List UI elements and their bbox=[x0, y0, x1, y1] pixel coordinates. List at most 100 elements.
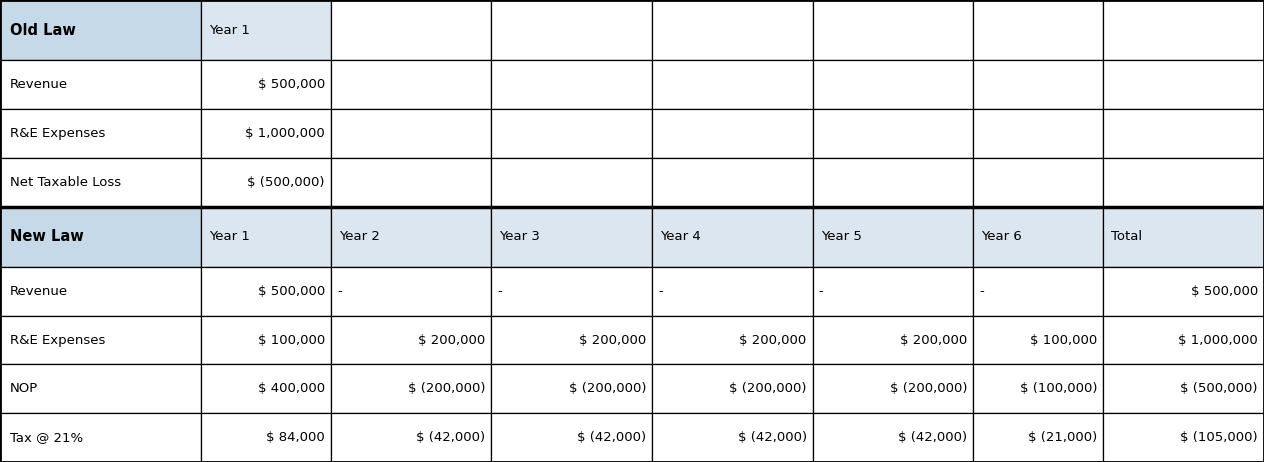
Text: Old Law: Old Law bbox=[10, 23, 76, 38]
Bar bbox=[973, 413, 1103, 462]
Bar bbox=[492, 207, 652, 267]
Bar bbox=[201, 158, 331, 207]
Bar bbox=[201, 267, 331, 316]
Bar bbox=[652, 61, 813, 109]
Text: $ (42,000): $ (42,000) bbox=[576, 431, 646, 444]
Bar bbox=[1103, 413, 1264, 462]
Bar bbox=[0, 207, 201, 267]
Text: $ 84,000: $ 84,000 bbox=[267, 431, 325, 444]
Text: $ 100,000: $ 100,000 bbox=[258, 334, 325, 346]
Bar bbox=[201, 207, 331, 267]
Text: $ (200,000): $ (200,000) bbox=[890, 383, 967, 395]
Text: $ 200,000: $ 200,000 bbox=[900, 334, 967, 346]
Text: Year 2: Year 2 bbox=[339, 230, 379, 243]
Bar bbox=[201, 61, 331, 109]
Bar bbox=[331, 109, 492, 158]
Text: $ 100,000: $ 100,000 bbox=[1030, 334, 1097, 346]
Text: Revenue: Revenue bbox=[10, 78, 68, 91]
Bar bbox=[201, 0, 331, 61]
Bar bbox=[973, 61, 1103, 109]
Bar bbox=[813, 365, 973, 413]
Bar bbox=[331, 61, 492, 109]
Bar bbox=[973, 207, 1103, 267]
Bar bbox=[813, 0, 973, 61]
Bar bbox=[1103, 365, 1264, 413]
Text: $ 200,000: $ 200,000 bbox=[418, 334, 485, 346]
Bar bbox=[201, 316, 331, 365]
Bar bbox=[0, 158, 201, 207]
Text: Year 5: Year 5 bbox=[820, 230, 862, 243]
Text: -: - bbox=[819, 285, 823, 298]
Text: Year 6: Year 6 bbox=[981, 230, 1023, 243]
Text: $ (105,000): $ (105,000) bbox=[1181, 431, 1258, 444]
Text: $ (500,000): $ (500,000) bbox=[248, 176, 325, 189]
Bar bbox=[201, 109, 331, 158]
Text: $ (100,000): $ (100,000) bbox=[1020, 383, 1097, 395]
Bar bbox=[1103, 207, 1264, 267]
Bar bbox=[0, 316, 201, 365]
Bar bbox=[492, 158, 652, 207]
Bar bbox=[652, 0, 813, 61]
Bar bbox=[0, 413, 201, 462]
Bar bbox=[813, 158, 973, 207]
Bar bbox=[652, 267, 813, 316]
Bar bbox=[0, 61, 201, 109]
Bar bbox=[331, 0, 492, 61]
Text: -: - bbox=[980, 285, 983, 298]
Bar bbox=[973, 158, 1103, 207]
Text: Revenue: Revenue bbox=[10, 285, 68, 298]
Text: Year 3: Year 3 bbox=[499, 230, 541, 243]
Bar bbox=[973, 109, 1103, 158]
Text: $ 1,000,000: $ 1,000,000 bbox=[245, 127, 325, 140]
Bar bbox=[492, 0, 652, 61]
Bar bbox=[1103, 61, 1264, 109]
Text: $ 1,000,000: $ 1,000,000 bbox=[1178, 334, 1258, 346]
Bar bbox=[652, 316, 813, 365]
Bar bbox=[1103, 267, 1264, 316]
Bar bbox=[652, 158, 813, 207]
Bar bbox=[813, 413, 973, 462]
Bar bbox=[1103, 158, 1264, 207]
Bar bbox=[1103, 0, 1264, 61]
Bar bbox=[0, 267, 201, 316]
Bar bbox=[652, 207, 813, 267]
Text: $ (200,000): $ (200,000) bbox=[729, 383, 806, 395]
Text: R&E Expenses: R&E Expenses bbox=[10, 334, 105, 346]
Bar bbox=[201, 365, 331, 413]
Bar bbox=[492, 61, 652, 109]
Text: NOP: NOP bbox=[10, 383, 38, 395]
Bar bbox=[331, 413, 492, 462]
Text: $ (42,000): $ (42,000) bbox=[737, 431, 806, 444]
Bar bbox=[331, 207, 492, 267]
Bar bbox=[652, 413, 813, 462]
Text: -: - bbox=[498, 285, 502, 298]
Bar bbox=[492, 316, 652, 365]
Bar bbox=[813, 267, 973, 316]
Bar bbox=[813, 109, 973, 158]
Bar bbox=[1103, 109, 1264, 158]
Bar bbox=[331, 316, 492, 365]
Text: $ 200,000: $ 200,000 bbox=[739, 334, 806, 346]
Text: -: - bbox=[337, 285, 341, 298]
Bar bbox=[813, 61, 973, 109]
Bar bbox=[1103, 316, 1264, 365]
Bar bbox=[0, 109, 201, 158]
Text: $ (42,000): $ (42,000) bbox=[416, 431, 485, 444]
Bar bbox=[0, 365, 201, 413]
Text: $ (200,000): $ (200,000) bbox=[569, 383, 646, 395]
Text: R&E Expenses: R&E Expenses bbox=[10, 127, 105, 140]
Bar bbox=[331, 158, 492, 207]
Text: $ 500,000: $ 500,000 bbox=[258, 78, 325, 91]
Bar bbox=[973, 0, 1103, 61]
Text: Net Taxable Loss: Net Taxable Loss bbox=[10, 176, 121, 189]
Text: Tax @ 21%: Tax @ 21% bbox=[10, 431, 83, 444]
Bar bbox=[813, 207, 973, 267]
Bar bbox=[652, 365, 813, 413]
Bar bbox=[201, 413, 331, 462]
Text: New Law: New Law bbox=[10, 229, 83, 244]
Text: Year 1: Year 1 bbox=[209, 230, 249, 243]
Text: $ 200,000: $ 200,000 bbox=[579, 334, 646, 346]
Text: $ (500,000): $ (500,000) bbox=[1181, 383, 1258, 395]
Bar bbox=[0, 0, 201, 61]
Text: Year 4: Year 4 bbox=[660, 230, 700, 243]
